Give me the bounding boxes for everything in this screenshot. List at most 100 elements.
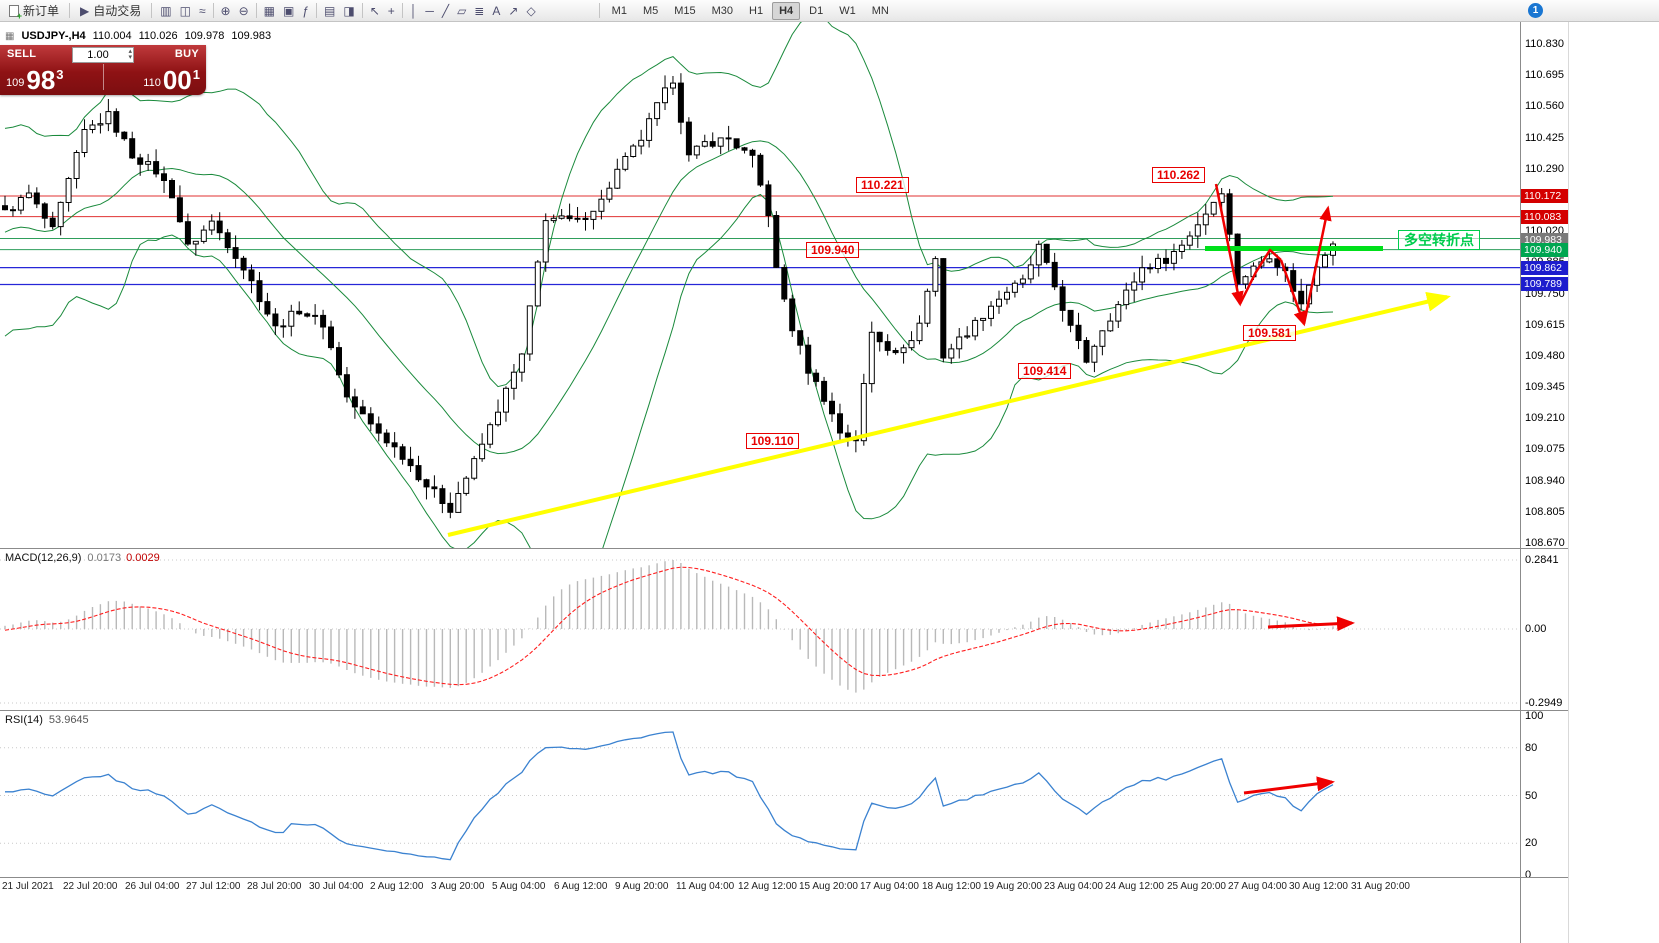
chart-profiles-button[interactable]: ◨ [339, 1, 358, 21]
candle-body [964, 335, 971, 338]
shapes-button[interactable]: ◇ [522, 1, 539, 21]
volume-up-icon[interactable]: ▴ [128, 48, 132, 55]
vertical-line-button[interactable]: │ [406, 1, 422, 21]
candle-body [677, 82, 684, 123]
new-chart-button[interactable]: ▤ [320, 1, 339, 21]
candle-body [757, 154, 764, 186]
chart-price-label[interactable]: 109.940 [806, 242, 860, 258]
candle-body [701, 141, 708, 147]
zigzag-segment-3[interactable] [1302, 205, 1332, 325]
candle-body [948, 348, 955, 359]
zigzag-segment-2[interactable] [1279, 259, 1306, 327]
horizontal-line-button[interactable]: ─ [421, 1, 438, 21]
chart-price-label[interactable]: 110.262 [1152, 167, 1205, 183]
candle-body [1083, 340, 1090, 363]
cursor-button[interactable]: ↖ [366, 1, 384, 21]
turning-point-label[interactable]: 多空转折点 [1398, 230, 1480, 250]
time-axis-label: 27 Aug 04:00 [1228, 881, 1287, 892]
main-price-axis[interactable]: 110.830 110.695 110.560 110.425 110.290 110.1… [1521, 22, 1568, 549]
candle-body [622, 156, 629, 170]
price-axis-column[interactable]: 110.830 110.695 110.560 110.425 110.290 110.1… [1520, 22, 1568, 943]
candle-body [844, 432, 851, 438]
volume-down-icon[interactable]: ▾ [128, 54, 132, 61]
candles-series [2, 73, 1336, 519]
chart-menu-icon[interactable]: ▦ [5, 30, 15, 42]
rsi-panel[interactable]: RSI(14) 53.9645 [0, 710, 1520, 877]
toolbar-separator [401, 3, 403, 18]
text-label-button[interactable]: A [488, 1, 504, 21]
tab-timeframe-w1[interactable]: W1 [832, 2, 863, 20]
candle-body [1107, 320, 1114, 332]
crosshair-button[interactable]: + [384, 1, 399, 21]
tab-timeframe-m1[interactable]: M1 [605, 2, 634, 20]
macd-axis-label: 0.00 [1525, 623, 1547, 635]
cursor-icon: ↖ [369, 3, 380, 18]
chart-price-label[interactable]: 110.221 [856, 177, 909, 193]
tab-timeframe-h1[interactable]: H1 [742, 2, 770, 20]
candle-body [1035, 243, 1042, 266]
tile-windows-button[interactable]: ▦ [260, 1, 279, 21]
candle-body [192, 240, 199, 245]
sell-button[interactable]: SELL [7, 48, 37, 60]
volume-stepper[interactable]: ▴ ▾ [128, 48, 132, 61]
macd-canvas [0, 559, 1520, 704]
tab-timeframe-m5[interactable]: M5 [636, 2, 665, 20]
time-axis[interactable]: 21 Jul 2021 22 Jul 20:00 26 Jul 04:00 27 Ju… [0, 877, 1520, 895]
macd-panel[interactable]: MACD(12,26,9) 0.0173 0.0029 [0, 548, 1520, 710]
notification-badge[interactable]: 1 [1528, 3, 1543, 18]
candle-body [876, 331, 883, 343]
tab-timeframe-m15[interactable]: M15 [667, 2, 702, 20]
price-axis-label: 110.425 [1525, 132, 1564, 144]
tab-timeframe-d1[interactable]: D1 [802, 2, 830, 20]
macd-annotation-arrow[interactable] [1267, 616, 1355, 632]
candle-body [988, 305, 994, 319]
zoom-out-button[interactable]: ⊖ [235, 1, 253, 21]
volume-input[interactable]: 1.00 ▴ ▾ [72, 47, 134, 63]
price-axis-label: 110.560 [1525, 100, 1564, 112]
price-chart-canvas[interactable] [0, 22, 1520, 548]
candle-body [1186, 235, 1193, 246]
candle-body [232, 247, 239, 259]
rsi-annotation-arrow[interactable] [1243, 776, 1335, 795]
zoom-in-button[interactable]: ⊕ [217, 1, 235, 21]
candle-body [765, 184, 772, 216]
candle-body [240, 257, 247, 271]
chart-line-button[interactable]: ≈ [195, 1, 210, 21]
sell-price[interactable]: 109 98 3 [6, 67, 64, 94]
tab-timeframe-mn[interactable]: MN [865, 2, 896, 20]
chart-price-label[interactable]: 109.581 [1243, 325, 1297, 341]
chart-price-label[interactable]: 109.110 [746, 433, 799, 449]
chart-bars-button[interactable]: ▥ [156, 1, 175, 21]
autotrading-button[interactable]: ▶ 自动交易 [74, 1, 147, 21]
buy-button[interactable]: BUY [174, 48, 199, 60]
buy-price-handle: 110 [143, 77, 161, 89]
arrow-object-button[interactable]: ↗ [504, 1, 522, 21]
chart-candles-button[interactable]: ◫ [176, 1, 195, 21]
indicators-button[interactable]: ƒ [298, 1, 313, 21]
candle-body [773, 215, 780, 268]
trend-line[interactable] [447, 291, 1451, 537]
candle-body [685, 121, 692, 156]
zigzag-segment-0[interactable] [1214, 183, 1244, 307]
candle-body [296, 310, 303, 315]
candle-body [916, 322, 923, 342]
zigzag-segment-1[interactable] [1238, 248, 1282, 305]
candle-body [455, 493, 462, 513]
candle-body [1210, 201, 1217, 215]
tab-timeframe-h4[interactable]: H4 [772, 1, 801, 20]
candle-body [606, 187, 613, 200]
buy-price[interactable]: 110 00 1 [143, 67, 200, 94]
trendline-button[interactable]: ╱ [438, 1, 453, 21]
tab-timeframe-m30[interactable]: M30 [705, 2, 740, 20]
fibonacci-button[interactable]: ≣ [470, 1, 488, 21]
chart-price-label[interactable]: 109.414 [1018, 363, 1072, 379]
arrange-windows-button[interactable]: ▣ [279, 1, 298, 21]
new-order-label: 新订单 [23, 4, 60, 18]
candle-body [821, 380, 828, 402]
candle-body [121, 131, 128, 140]
channel-button[interactable]: ▱ [453, 1, 470, 21]
new-order-button[interactable]: 新订单 [3, 1, 65, 21]
autotrading-label: 自动交易 [93, 4, 142, 18]
main-chart-panel[interactable]: ▦ USDJPY-,H4 110.004 110.026 109.978 109… [0, 22, 1520, 548]
price-axis-label: 110.695 [1525, 69, 1564, 81]
